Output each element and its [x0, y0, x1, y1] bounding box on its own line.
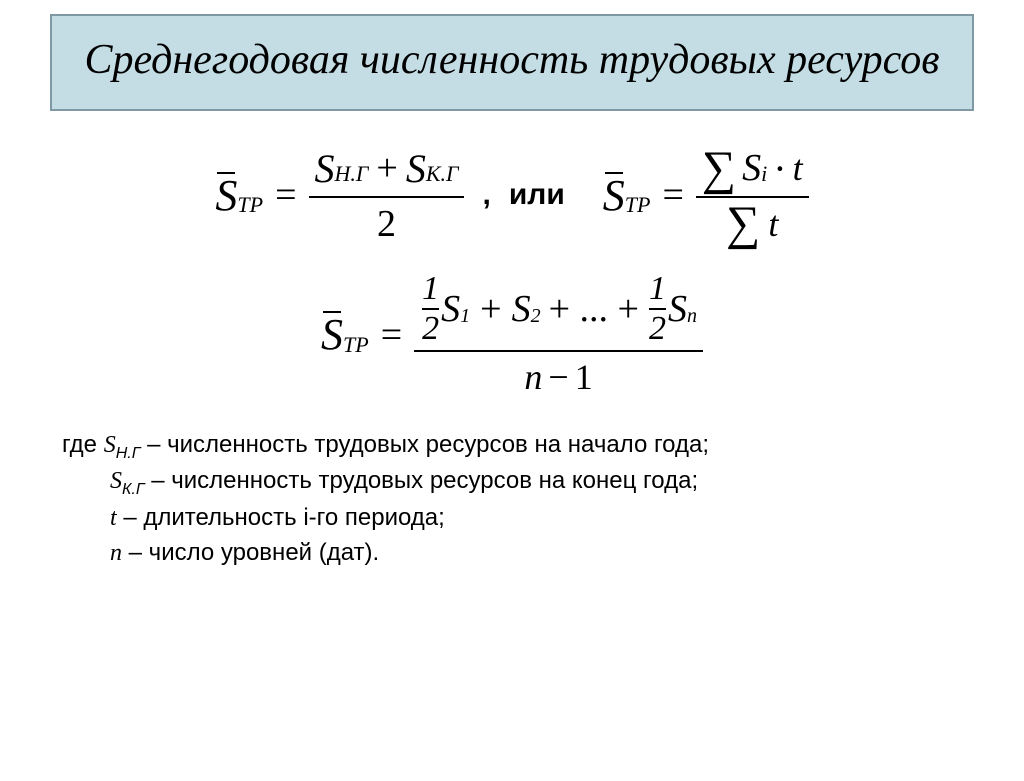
l2-sub: К.Г	[122, 481, 145, 498]
comma: ,	[482, 178, 490, 212]
page-title: Среднегодовая численность трудовых ресур…	[64, 34, 960, 87]
dot: ·	[773, 145, 786, 192]
s-bar-3: S	[321, 309, 343, 360]
frac-bar-3	[414, 350, 703, 352]
equals-2: =	[662, 173, 683, 217]
f1-den: 2	[371, 202, 402, 246]
f2-den: ∑ t	[720, 202, 784, 245]
l1-sym: S	[104, 432, 116, 458]
where: где	[62, 431, 97, 458]
t-top: t	[793, 147, 803, 189]
legend-line-4: n – число уровней (дат).	[62, 536, 1024, 571]
equals: =	[275, 173, 296, 217]
l2-text: – численность трудовых ресурсов на конец…	[145, 467, 699, 494]
l4-sym: n	[110, 540, 122, 566]
s-letter-3: S	[321, 310, 343, 359]
minus: −	[548, 356, 568, 398]
f1-num: S Н.Г + S К.Г	[309, 145, 465, 192]
tp-sub-2: ТР	[625, 192, 651, 218]
sigma-bot: ∑	[726, 202, 760, 245]
s-bar: S	[215, 170, 237, 221]
s2: S	[512, 287, 531, 331]
plus-a: +	[480, 287, 501, 331]
sn-sub: n	[687, 305, 697, 328]
tp-sub: ТР	[237, 192, 263, 218]
f1-frac: S Н.Г + S К.Г 2	[309, 145, 465, 246]
one-b: 1	[649, 272, 666, 306]
s-i: S	[742, 146, 761, 190]
i-sub: i	[761, 161, 767, 187]
f2-num: ∑ S i · t	[696, 145, 809, 192]
s-letter-2: S	[603, 171, 625, 220]
legend: где SН.Г – численность трудовых ресурсов…	[0, 428, 1024, 572]
or-word: или	[509, 178, 565, 212]
formula-1: S ТР = S Н.Г + S К.Г 2	[215, 145, 464, 246]
s1: S	[441, 287, 460, 331]
l1-text: – численность трудовых ресурсов на начал…	[140, 431, 709, 458]
l1-sub: Н.Г	[116, 444, 141, 461]
f3-num: 1 2 S 1 + S 2 + ... + 1 2 S n	[414, 272, 703, 346]
legend-line-2: SК.Г – численность трудовых ресурсов на …	[62, 464, 1024, 501]
half-1: 1 2	[422, 272, 439, 346]
formula-row-2: S ТР = 1 2 S 1 + S 2 + ... + 1	[0, 272, 1024, 398]
two-a: 2	[422, 312, 439, 346]
ng-sub: Н.Г	[335, 161, 369, 187]
equals-3: =	[381, 313, 402, 357]
formula-3: S ТР = 1 2 S 1 + S 2 + ... + 1	[321, 272, 703, 398]
l4-text: – число уровней (дат).	[122, 539, 379, 566]
s-kg: S	[406, 145, 426, 192]
s2-sub: 2	[531, 305, 541, 328]
s-bar-2: S	[603, 170, 625, 221]
f3-den: n − 1	[518, 356, 598, 398]
t-bot: t	[768, 203, 778, 245]
s-letter: S	[215, 171, 237, 220]
one-c: 1	[575, 356, 593, 398]
f2-frac: ∑ S i · t ∑ t	[696, 145, 809, 245]
legend-line-3: t – длительность i-го периода;	[62, 501, 1024, 536]
frac-bar	[309, 196, 465, 198]
formula-2: S ТР = ∑ S i · t ∑ t	[603, 145, 809, 245]
plus: +	[376, 146, 397, 190]
f2-lhs: S ТР	[603, 170, 651, 221]
dots: + ... +	[549, 287, 639, 331]
tp-sub-3: ТР	[343, 332, 369, 358]
l3-sym: t	[110, 505, 117, 531]
one-a: 1	[422, 272, 439, 306]
s1-sub: 1	[460, 305, 470, 328]
s-ng: S	[315, 145, 335, 192]
legend-line-1: где SН.Г – численность трудовых ресурсов…	[62, 428, 1024, 465]
l2-sym: S	[110, 468, 122, 494]
f1-lhs: S ТР	[215, 170, 263, 221]
sn: S	[668, 287, 687, 331]
formula-row-1: S ТР = S Н.Г + S К.Г 2 , или S ТР =	[0, 145, 1024, 246]
half-2: 1 2	[649, 272, 666, 346]
title-box: Среднегодовая численность трудовых ресур…	[50, 14, 974, 111]
kg-sub: К.Г	[426, 161, 459, 187]
l3-text: – длительность i-го периода;	[117, 504, 445, 531]
f3-lhs: S ТР	[321, 309, 369, 360]
sigma-top: ∑	[702, 147, 736, 190]
n: n	[524, 356, 542, 398]
f3-frac: 1 2 S 1 + S 2 + ... + 1 2 S n	[414, 272, 703, 398]
two-b: 2	[649, 312, 666, 346]
